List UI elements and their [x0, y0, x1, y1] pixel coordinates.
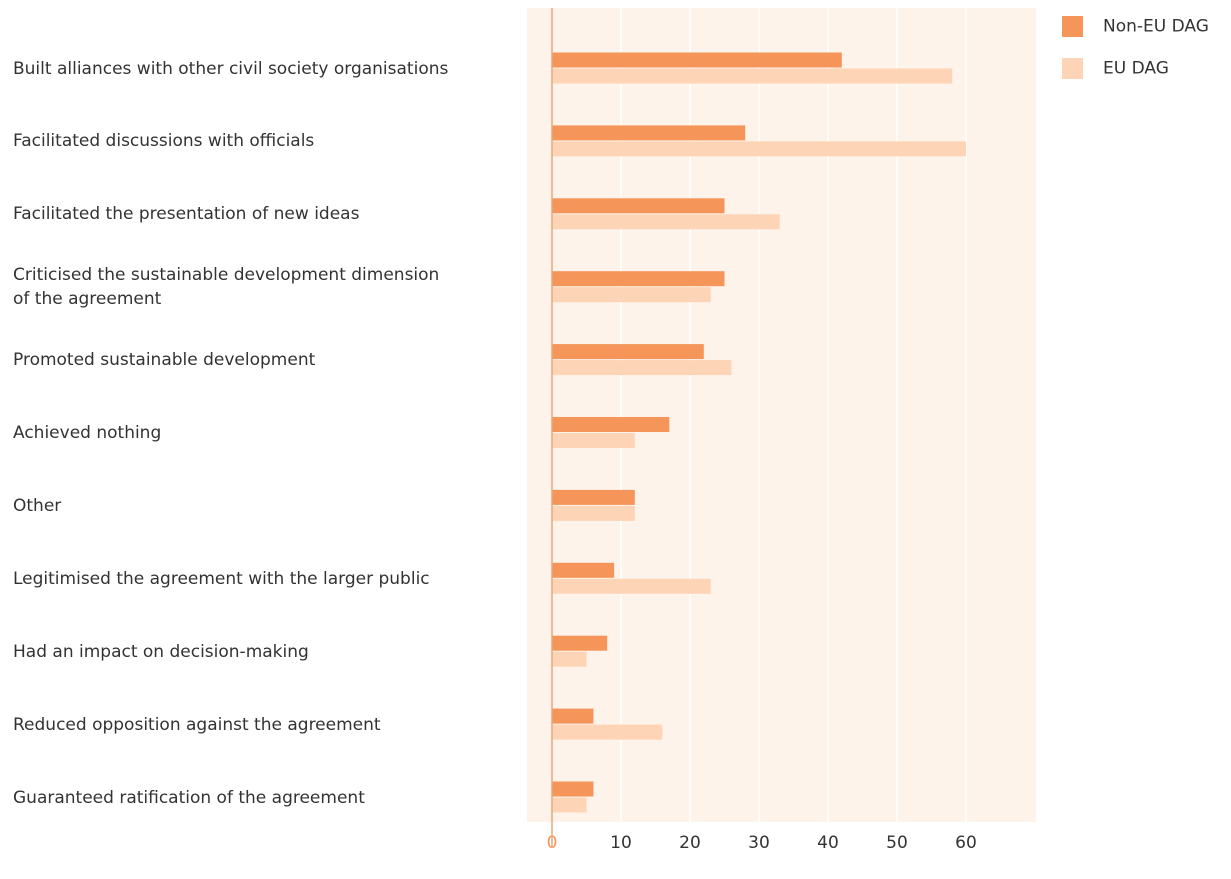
category-label: Had an impact on decision-making	[13, 641, 309, 662]
bar	[552, 360, 732, 376]
category-label: Built alliances with other civil society…	[13, 58, 449, 79]
x-tick-label: 50	[886, 833, 908, 853]
x-tick-label: 30	[748, 833, 770, 853]
bar	[552, 287, 711, 303]
bar	[552, 214, 780, 230]
bar	[552, 562, 615, 578]
x-tick-label: 40	[817, 833, 839, 853]
legend-label: Non-EU DAG	[1103, 17, 1209, 37]
legend-swatch	[1062, 58, 1083, 79]
bar	[552, 344, 704, 360]
category-label: Other	[13, 495, 62, 516]
bar	[552, 417, 670, 432]
bar	[552, 68, 953, 84]
bar	[552, 489, 635, 505]
legend-swatch	[1062, 16, 1083, 37]
bar	[552, 635, 608, 651]
bar	[552, 724, 663, 740]
bar	[552, 433, 635, 448]
x-tick-label: 20	[679, 833, 701, 853]
category-label: Achieved nothing	[13, 423, 162, 443]
x-tick-label: 60	[955, 833, 977, 853]
bar	[552, 198, 725, 214]
category-label: Guaranteed ratification of the agreement	[13, 787, 365, 808]
category-label: Facilitated the presentation of new idea…	[13, 204, 360, 225]
category-label: Legitimised the agreement with the large…	[13, 568, 430, 589]
bar	[552, 271, 725, 287]
bar	[552, 141, 966, 157]
bar	[552, 651, 587, 667]
bar	[552, 708, 594, 724]
bar	[552, 52, 842, 68]
category-label: Criticised the sustainable development d…	[13, 265, 440, 310]
bar	[552, 125, 746, 141]
category-label: Reduced opposition against the agreement	[13, 714, 381, 735]
legend-label: EU DAG	[1103, 59, 1169, 79]
category-label: Facilitated discussions with officials	[13, 131, 315, 152]
bar	[552, 578, 711, 594]
bar	[552, 505, 635, 521]
x-tick-label: 10	[610, 833, 632, 853]
bar	[552, 797, 587, 813]
bar	[552, 781, 594, 797]
category-label: Promoted sustainable development	[13, 350, 316, 371]
